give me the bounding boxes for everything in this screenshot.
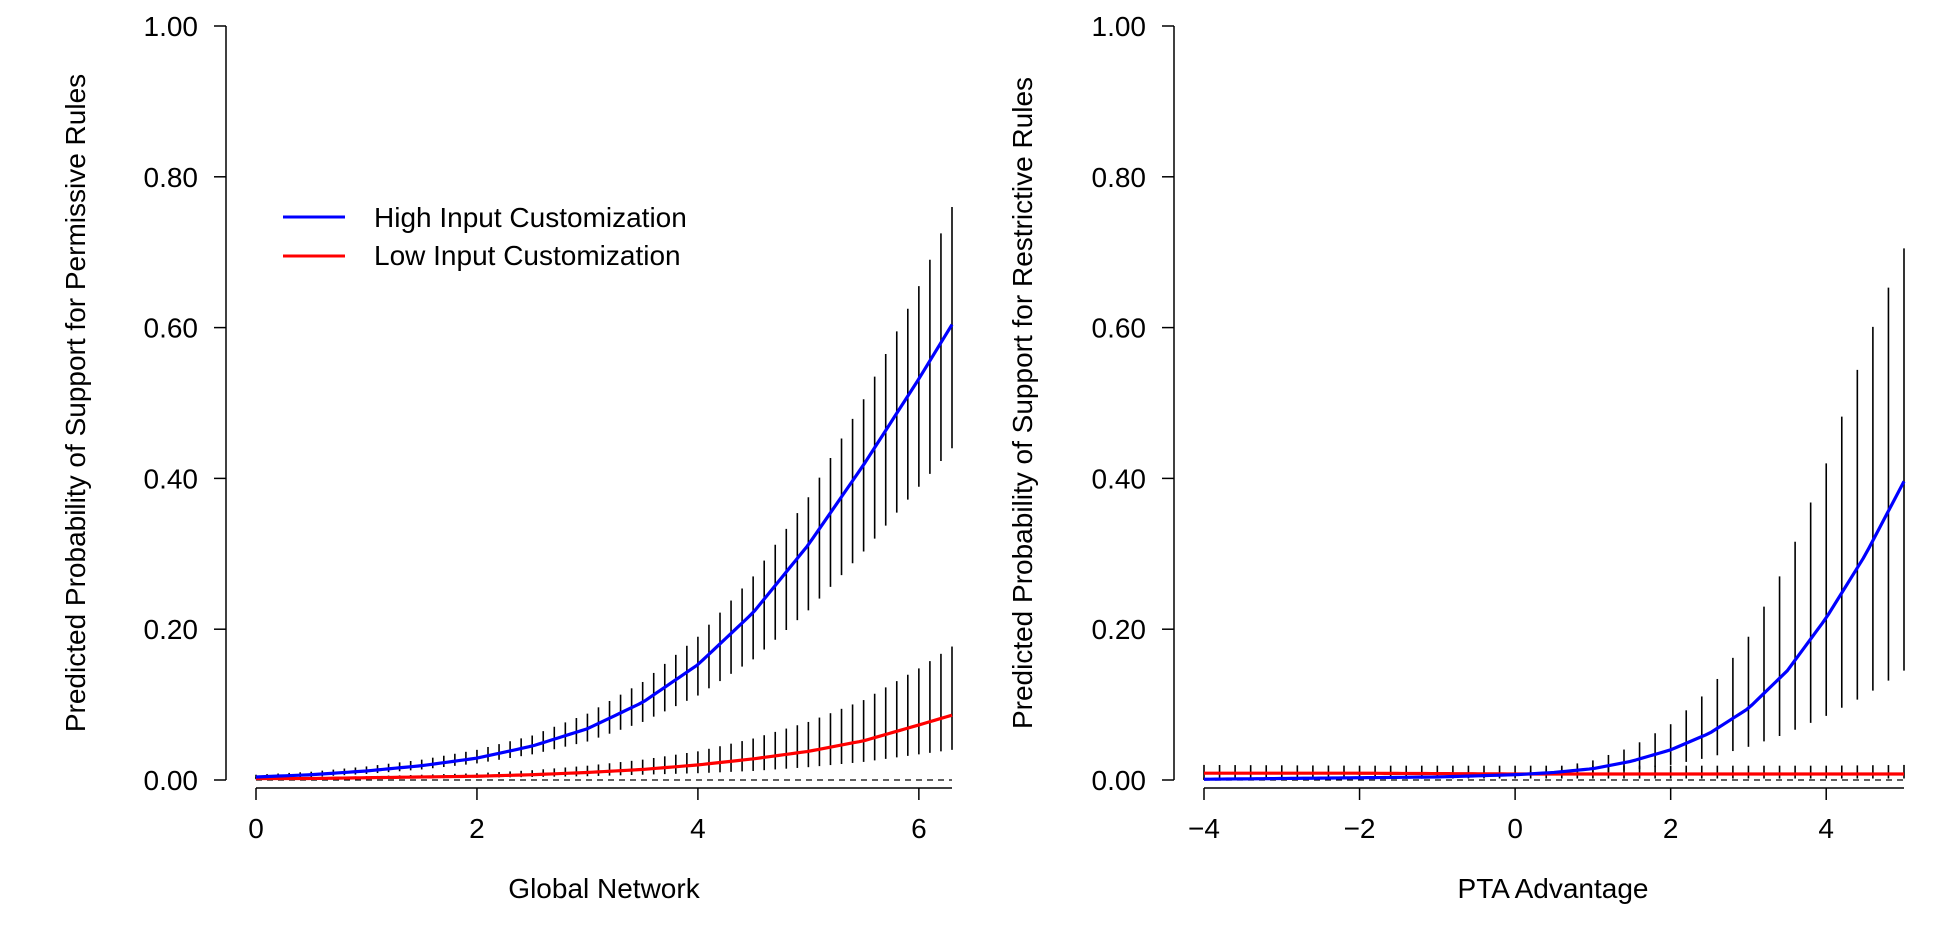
y-axis-label-right: Predicted Probability of Support for Res… bbox=[1007, 77, 1038, 729]
y-tick-label: 0.60 bbox=[1092, 313, 1147, 344]
x-axis-label-left: Global Network bbox=[508, 873, 700, 904]
x-axis-label-right: PTA Advantage bbox=[1458, 873, 1649, 904]
x-tick-label: 0 bbox=[248, 813, 264, 844]
y-tick-label: 0.80 bbox=[144, 162, 199, 193]
x-tick-label: 4 bbox=[690, 813, 706, 844]
series-lines-left bbox=[255, 323, 954, 781]
x-tick-label: 2 bbox=[1663, 813, 1679, 844]
chart-panel-right: 0.00 0.20 0.40 0.60 0.80 1.00 −4 −2 0 2 4 Predicte… bbox=[1007, 11, 1906, 904]
series-lines-right bbox=[1203, 480, 1906, 781]
x-tick-label: 2 bbox=[469, 813, 485, 844]
y-tick-label: 0.20 bbox=[144, 614, 199, 645]
error-bars-left bbox=[255, 206, 953, 780]
y-tick-label: 0.00 bbox=[1092, 765, 1147, 796]
x-tick-label: 0 bbox=[1507, 813, 1523, 844]
series-line-high bbox=[255, 323, 954, 779]
y-tick-label: 0.00 bbox=[144, 765, 199, 796]
y-tick-label: 0.60 bbox=[144, 313, 199, 344]
y-tick-label: 0.40 bbox=[1092, 463, 1147, 494]
error-bars-right bbox=[1203, 248, 1905, 780]
legend-label-low: Low Input Customization bbox=[374, 240, 681, 271]
x-tick-label: 6 bbox=[911, 813, 927, 844]
y-tick-label: 0.20 bbox=[1092, 614, 1147, 645]
y-axis-label-left: Predicted Probability of Support for Per… bbox=[60, 74, 91, 732]
series-line-high bbox=[1203, 480, 1906, 781]
y-tick-label: 0.80 bbox=[1092, 162, 1147, 193]
x-tick-label: 4 bbox=[1818, 813, 1834, 844]
axes-left: 0.00 0.20 0.40 0.60 0.80 1.00 0 2 4 6 bbox=[144, 11, 952, 844]
series-line-low bbox=[256, 713, 953, 781]
y-tick-label: 0.40 bbox=[144, 463, 199, 494]
axes-right: 0.00 0.20 0.40 0.60 0.80 1.00 −4 −2 0 2 4 bbox=[1092, 11, 1904, 844]
chart-panel-left: 0.00 0.20 0.40 0.60 0.80 1.00 0 2 4 6 Predicted P… bbox=[60, 11, 954, 904]
legend-label-high: High Input Customization bbox=[374, 202, 687, 233]
legend: High Input Customization Low Input Custo… bbox=[283, 202, 687, 271]
x-tick-label: −4 bbox=[1188, 813, 1220, 844]
x-tick-label: −2 bbox=[1344, 813, 1376, 844]
y-tick-label: 1.00 bbox=[144, 11, 199, 42]
y-tick-label: 1.00 bbox=[1092, 11, 1147, 42]
